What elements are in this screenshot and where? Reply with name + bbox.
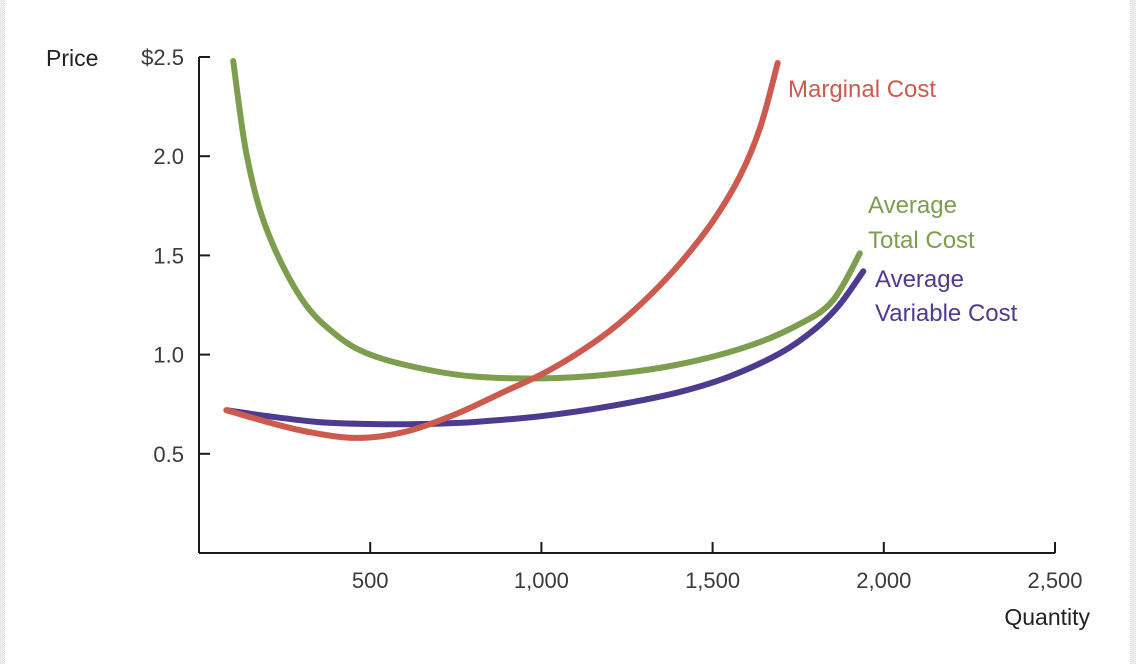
curves-group [223,58,867,441]
average-variable-cost-label-line2: Variable Cost [875,300,1018,327]
x-tick-label: 1,000 [514,568,569,593]
marginal-cost-curve [223,60,781,441]
x-axis-title: Quantity [1004,604,1090,630]
average-total-cost-label-line2: Total Cost [868,227,975,254]
average-total-cost-curve [230,58,863,382]
y-axis-title: Price [46,45,98,71]
x-tick-label: 2,500 [1027,568,1082,593]
x-tick-label: 2,000 [856,568,911,593]
average-total-cost-label-line1: Average [868,192,957,219]
x-tick-label: 1,500 [685,568,740,593]
axis-ticks: $2.5 2.0 1.5 1.0 0.5 500 1,000 1,500 2,000 2,500 [141,45,1082,593]
y-tick-label: $2.5 [141,45,184,70]
y-tick-label: 1.0 [153,343,184,368]
average-variable-cost-curve [223,268,867,428]
y-tick-label: 0.5 [153,442,184,467]
y-tick-label: 2.0 [153,144,184,169]
x-tick-label: 500 [352,568,389,593]
marginal-cost-label: Marginal Cost [788,76,936,103]
average-variable-cost-label-line1: Average [875,266,964,293]
y-tick-label: 1.5 [153,243,184,268]
